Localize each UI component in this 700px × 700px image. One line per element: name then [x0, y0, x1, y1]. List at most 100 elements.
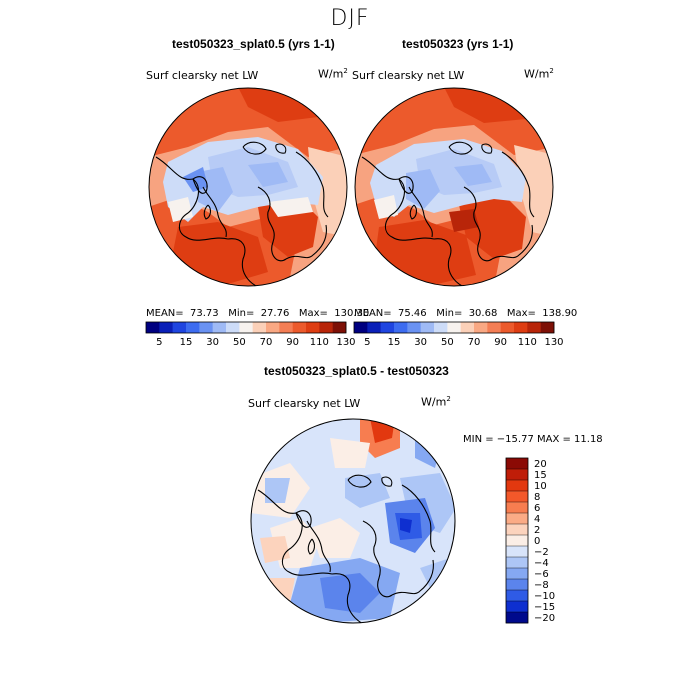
panel1-colorbar-tick-label: 30 — [206, 337, 219, 348]
panel2-colorbar-swatch — [514, 322, 528, 333]
panel2-colorbar-tick-label: 50 — [441, 337, 454, 348]
panel1-colorbar-tick-label: 90 — [286, 337, 299, 348]
panel1-variable-label: Surf clearsky net LW — [146, 69, 259, 82]
panel3-colorbar-tick-label: −15 — [534, 602, 555, 613]
panel2-colorbar-swatch — [354, 322, 368, 333]
panel1-colorbar-swatch — [266, 322, 280, 333]
panel3-colorbar-swatch — [506, 524, 528, 536]
panel2-case-title: test050323 (yrs 1-1) — [402, 37, 514, 51]
panel3-colorbar-swatch — [506, 469, 528, 481]
panel2-colorbar-frame — [353, 321, 555, 334]
panel3-colorbar-swatch — [506, 612, 528, 624]
panel2-colorbar-swatch — [487, 322, 501, 333]
panel3-colorbar-tick-label: 6 — [534, 503, 540, 514]
panel2-colorbar-swatch — [380, 322, 395, 333]
panel2-variable-label: Surf clearsky net LW — [352, 69, 465, 82]
panel3-colorbar-tick-label: 10 — [534, 481, 547, 492]
panel3-colorbar-tick-label: 2 — [534, 525, 540, 536]
panel3-colorbar-swatch — [506, 458, 528, 470]
panel2-units: W/m2 — [524, 67, 554, 81]
panel3-map-border — [250, 418, 456, 624]
panel3-colorbar-swatch — [506, 491, 528, 503]
panel1-colorbar-swatch — [146, 322, 160, 333]
panel3-colorbar-swatch — [506, 568, 528, 580]
panel1-colorbar-swatch — [239, 322, 253, 333]
panel3-colorbar-tick-label: −6 — [534, 569, 549, 580]
panel2-mean: 75.46 — [398, 308, 427, 319]
panel1-colorbar-swatch — [252, 322, 267, 333]
panel1-colorbar-swatch — [159, 322, 173, 333]
panel1-colorbar-swatch — [332, 322, 347, 333]
panel2-map-border — [354, 87, 554, 287]
panel2-colorbar-tick-label: 70 — [468, 337, 481, 348]
panel2-colorbar-swatch — [447, 322, 461, 333]
panel3-colorbar-tick-label: −10 — [534, 591, 555, 602]
panel3-colorbar-tick-label: −8 — [534, 580, 549, 591]
panel1-colorbar-tick-label: 70 — [260, 337, 273, 348]
panel1-colorbar-swatch — [279, 322, 293, 333]
panel2-colorbar-swatch — [434, 322, 448, 333]
panel3-minmax: MIN = −15.77 MAX = 11.18 — [463, 434, 603, 445]
panel1-colorbar-tick-label: 50 — [233, 337, 246, 348]
panel2-colorbar-swatch — [407, 322, 421, 333]
panel2-colorbar-swatch — [420, 322, 435, 333]
panel2-colorbar-swatch — [367, 322, 381, 333]
panel1-mean: 73.73 — [190, 308, 219, 319]
panel2-colorbar-swatch — [474, 322, 488, 333]
panel3-coastlines — [257, 474, 436, 623]
panel1-coastlines — [155, 141, 329, 286]
panel1-colorbar-tick-label: 15 — [180, 337, 193, 348]
panel3-variable-label: Surf clearsky net LW — [248, 397, 361, 410]
panel2-colorbar-tick-label: 130 — [544, 337, 563, 348]
panel3-case-title: test050323_splat0.5 - test050323 — [264, 364, 449, 378]
panel1-colorbar-tick-label: 130 — [336, 337, 355, 348]
panel3-colorbar-tick-label: 20 — [534, 459, 547, 470]
panel2-colorbar-swatch — [500, 322, 515, 333]
panel3-colorbar-swatch — [506, 480, 528, 492]
panel1-colorbar: 5 15 30 50 70 90 110 130 — [145, 321, 356, 348]
panel1-map-border — [148, 87, 348, 287]
panel2-colorbar-tick-label: 30 — [414, 337, 427, 348]
panel2-colorbar-swatch — [460, 322, 475, 333]
panel1-case-title: test050323_splat0.5 (yrs 1-1) — [172, 37, 335, 51]
panel3-colorbar-tick-label: −4 — [534, 558, 549, 569]
panel1-colorbar-swatch — [212, 322, 227, 333]
panel3-colorbar-swatch — [506, 601, 528, 613]
panel1-max: 130.30 — [334, 308, 370, 319]
panel1-min: 27.76 — [260, 308, 290, 319]
panel1-colorbar-tick-label: 110 — [310, 337, 329, 348]
panel2-colorbar-tick-label: 90 — [494, 337, 507, 348]
panel2-stats: MEAN= 75.46 Min= 30.68 Max= 138.90 — [354, 308, 578, 319]
panel3-units: W/m2 — [421, 395, 451, 409]
panel1-colorbar-swatch — [199, 322, 213, 333]
panel2-polar-map — [354, 87, 554, 287]
panel3-colorbar-tick-label: 4 — [534, 514, 540, 525]
panel3-colorbar-tick-label: −20 — [534, 613, 555, 624]
figure-title: DJF — [330, 6, 370, 31]
panel2-coastlines — [361, 141, 535, 286]
panel1-colorbar-tick-label: 5 — [156, 337, 162, 348]
panel2-colorbar-swatch — [527, 322, 541, 333]
panel3-colorbar-swatch — [506, 579, 528, 591]
panel3-polar-map — [250, 418, 456, 624]
panel2-field — [355, 88, 553, 286]
panel2-colorbar-swatch — [394, 322, 408, 333]
panel1-field — [149, 88, 347, 286]
panel1-colorbar-swatch — [186, 322, 200, 333]
panel3-colorbar-swatch — [506, 557, 528, 569]
panel1-units: W/m2 — [318, 67, 348, 81]
panel3-colorbar-tick-label: 15 — [534, 470, 547, 481]
panel3-colorbar-tick-label: 8 — [534, 492, 540, 503]
panel2-colorbar-tick-label: 5 — [364, 337, 370, 348]
panel1-colorbar-frame — [145, 321, 347, 334]
panel2-colorbar-tick-label: 110 — [518, 337, 537, 348]
panel3-colorbar-frame — [505, 457, 529, 624]
panel1-polar-map — [148, 87, 348, 287]
panel2-colorbar-swatch — [540, 322, 555, 333]
panel2-max: 138.90 — [542, 308, 578, 319]
panel3-colorbar-swatch — [506, 502, 528, 514]
panel3-colorbar-tick-label: −2 — [534, 547, 549, 558]
panel3-colorbar-swatch — [506, 535, 528, 547]
panel1-colorbar-swatch — [319, 322, 333, 333]
